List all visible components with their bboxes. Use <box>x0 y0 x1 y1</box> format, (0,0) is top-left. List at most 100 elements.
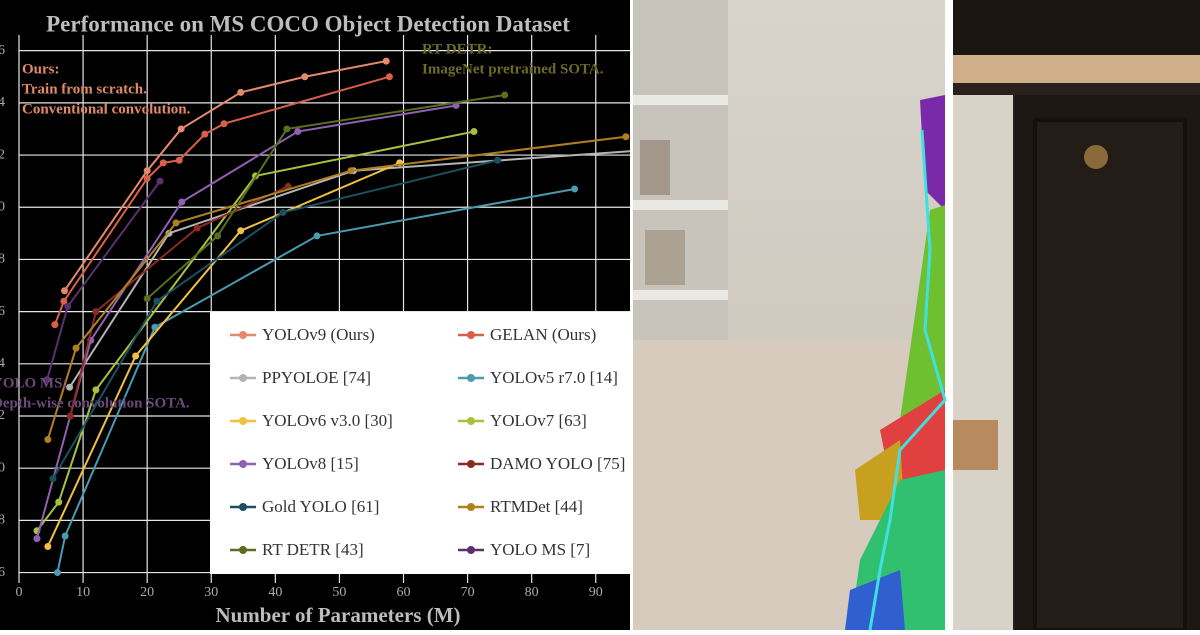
x-tick-label: 20 <box>140 585 154 600</box>
legend-marker <box>239 503 247 511</box>
x-tick-label: 0 <box>16 585 23 600</box>
legend-label: YOLOv7 [63] <box>490 411 587 430</box>
data-point <box>172 219 180 227</box>
data-point <box>159 159 167 167</box>
data-point <box>237 227 245 235</box>
annotation: ImageNet pretrained SOTA. <box>422 61 604 77</box>
data-point <box>294 128 302 136</box>
data-point <box>66 412 74 420</box>
y-tick-label: 36 <box>0 565 5 580</box>
y-tick-label: 52 <box>0 147 5 162</box>
data-point <box>301 73 309 81</box>
legend-label: RT DETR [43] <box>262 540 364 559</box>
data-point <box>220 120 228 128</box>
y-tick-label: 40 <box>0 460 5 475</box>
data-point <box>143 175 151 183</box>
data-point <box>470 128 478 136</box>
legend-label: RTMDet [44] <box>490 497 583 516</box>
legend-marker <box>467 546 475 554</box>
x-tick-label: 60 <box>397 585 411 600</box>
y-tick-label: 54 <box>0 95 5 110</box>
legend-marker <box>239 417 247 425</box>
data-point <box>44 542 52 550</box>
data-point <box>193 224 201 232</box>
plot-area: Performance on MS COCO Object Detection … <box>0 11 630 627</box>
data-point <box>622 133 630 141</box>
data-point <box>156 177 164 185</box>
data-point <box>279 208 287 216</box>
x-tick-label: 80 <box>525 585 539 600</box>
data-point <box>177 125 185 133</box>
x-tick-label: 40 <box>268 585 282 600</box>
annotation: YOLO MS: <box>0 375 67 391</box>
data-point <box>143 295 151 303</box>
data-point <box>60 297 68 305</box>
data-point <box>44 435 52 443</box>
x-tick-label: 30 <box>204 585 218 600</box>
y-tick-label: 38 <box>0 513 5 528</box>
data-point <box>151 323 159 331</box>
annotation: RT DETR: <box>422 41 492 57</box>
x-tick-label: 90 <box>589 585 603 600</box>
data-point <box>501 91 509 99</box>
data-point <box>60 287 68 295</box>
y-tick-label: 44 <box>0 356 5 371</box>
legend-label: GELAN (Ours) <box>490 325 596 344</box>
data-point <box>132 352 140 360</box>
x-axis-label: Number of Parameters (M) <box>215 603 460 627</box>
data-point <box>143 167 151 175</box>
data-point <box>385 73 393 81</box>
data-point <box>66 383 74 391</box>
y-tick-label: 56 <box>0 43 5 58</box>
x-tick-label: 70 <box>461 585 475 600</box>
legend-marker <box>239 374 247 382</box>
data-point <box>347 167 355 175</box>
x-tick-label: 50 <box>332 585 346 600</box>
y-tick-label: 46 <box>0 304 5 319</box>
data-point <box>53 569 61 577</box>
series-line <box>53 75 390 326</box>
data-point <box>64 302 72 310</box>
annotation: Conventional convolution. <box>22 101 191 117</box>
legend-label: DAMO YOLO [75] <box>490 454 625 473</box>
series-line <box>46 161 401 547</box>
series-line <box>63 60 387 292</box>
annotation: Train from scratch. <box>22 81 147 97</box>
annotation: Ours: <box>22 61 60 77</box>
y-tick-label: 48 <box>0 252 5 267</box>
legend-marker <box>467 417 475 425</box>
data-point <box>237 88 245 96</box>
y-tick-label: 42 <box>0 408 5 423</box>
photo-pose <box>633 0 947 631</box>
series-line <box>146 94 505 300</box>
data-point <box>382 57 390 65</box>
legend-label: Gold YOLO [61] <box>262 497 379 516</box>
data-point <box>92 386 100 394</box>
data-point <box>43 375 51 383</box>
series-line <box>69 185 289 417</box>
annotation: Depth-wise convolution SOTA. <box>0 395 190 411</box>
data-point <box>153 297 161 305</box>
y-tick-label: 50 <box>0 199 5 214</box>
legend-marker <box>467 374 475 382</box>
data-point <box>175 156 183 164</box>
legend-box <box>210 312 630 574</box>
data-point <box>92 308 100 316</box>
legend-marker <box>467 460 475 468</box>
data-point <box>313 232 321 240</box>
data-point <box>72 344 80 352</box>
chart-title: Performance on MS COCO Object Detection … <box>46 11 570 36</box>
legend-marker <box>467 331 475 339</box>
data-point <box>51 321 59 329</box>
legend-marker <box>467 503 475 511</box>
data-point <box>33 535 41 543</box>
data-point <box>571 185 579 193</box>
legend-marker <box>239 546 247 554</box>
legend-marker <box>239 460 247 468</box>
legend-label: YOLOv6 v3.0 [30] <box>262 411 393 430</box>
legend-label: YOLOv9 (Ours) <box>262 325 375 344</box>
data-point <box>61 532 69 540</box>
legend-label: YOLO MS [7] <box>490 540 590 559</box>
legend-label: YOLOv8 [15] <box>262 454 359 473</box>
